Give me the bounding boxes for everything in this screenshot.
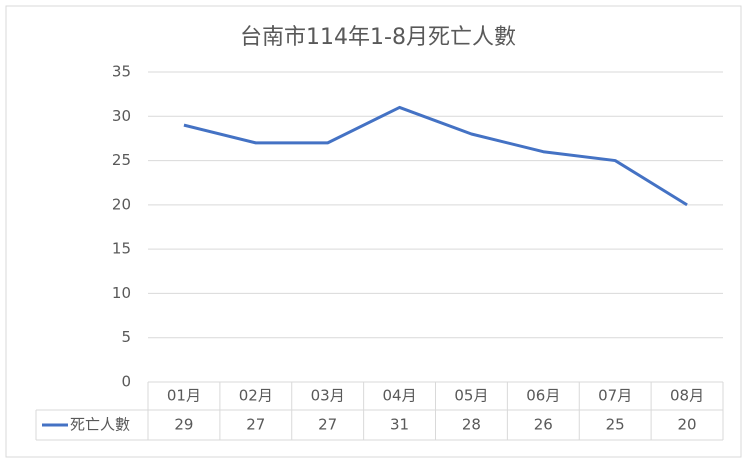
data-table-value: 26 bbox=[534, 416, 553, 434]
data-table-value: 28 bbox=[462, 416, 481, 434]
x-tick-label: 02月 bbox=[239, 387, 273, 405]
y-tick-label: 15 bbox=[112, 240, 131, 258]
x-tick-label: 07月 bbox=[598, 387, 632, 405]
chart-title: 台南市114年1-8月死亡人數 bbox=[240, 25, 516, 50]
x-tick-label: 05月 bbox=[454, 387, 488, 405]
data-table-value: 29 bbox=[174, 416, 193, 434]
legend-label: 死亡人數 bbox=[70, 416, 130, 434]
data-table-value: 27 bbox=[318, 416, 337, 434]
data-table-value: 27 bbox=[246, 416, 265, 434]
y-tick-label: 25 bbox=[112, 151, 131, 169]
x-tick-label: 04月 bbox=[383, 387, 417, 405]
x-tick-label: 08月 bbox=[670, 387, 704, 405]
y-tick-label: 20 bbox=[112, 195, 131, 213]
y-tick-label: 35 bbox=[112, 63, 131, 81]
x-tick-label: 01月 bbox=[167, 387, 201, 405]
data-table-value: 20 bbox=[678, 416, 697, 434]
x-tick-label: 03月 bbox=[311, 387, 345, 405]
y-tick-label: 30 bbox=[112, 107, 131, 125]
x-tick-label: 06月 bbox=[526, 387, 560, 405]
data-table-value: 25 bbox=[606, 416, 625, 434]
y-tick-label: 0 bbox=[121, 373, 131, 391]
y-tick-label: 10 bbox=[112, 284, 131, 302]
y-tick-label: 5 bbox=[121, 328, 131, 346]
series-line bbox=[183, 105, 688, 207]
data-table-value: 31 bbox=[390, 416, 409, 434]
